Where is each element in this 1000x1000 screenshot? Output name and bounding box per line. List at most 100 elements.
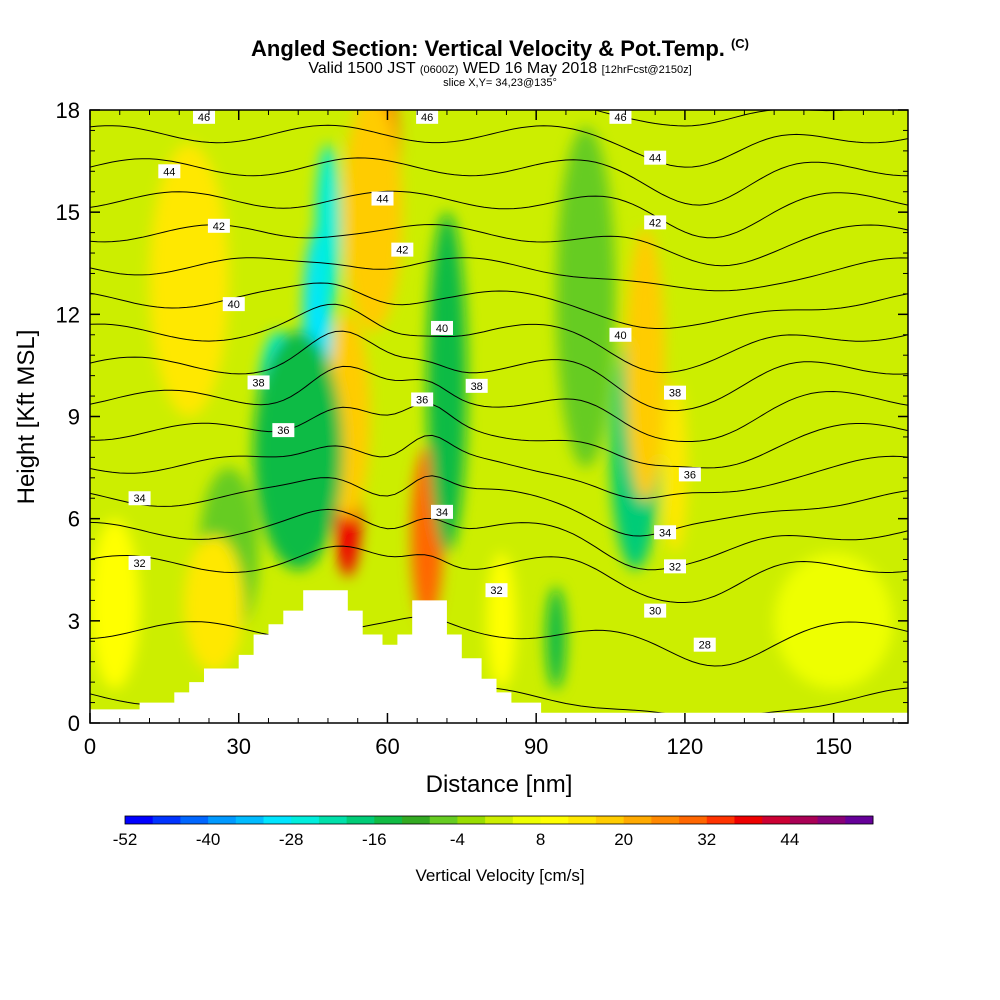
contour-label-text: 46 [198,112,210,124]
colorbar-swatch [152,816,181,824]
contour-label: 32 [485,583,508,598]
contour-label-text: 32 [133,558,145,570]
contour-label-text: 44 [376,194,388,206]
isentrope-line [90,365,908,442]
velocity-cell [427,212,467,553]
velocity-cell [546,586,566,689]
colorbar-swatch [346,816,375,824]
colorbar-swatch [318,816,348,824]
isentrope-line [90,545,908,603]
colorbar-swatch [208,816,237,824]
colorbar-swatch [512,816,542,824]
colorbar-tick-label: 32 [697,830,716,849]
contour-label: 44 [158,164,181,179]
y-tick-label: 0 [68,711,80,736]
colorbar-swatch [623,816,652,824]
contour-label: 38 [465,378,488,393]
colorbar-swatch [706,816,735,824]
contour-label-text: 40 [614,330,626,342]
colorbar-tick-label: -40 [196,830,221,849]
contour-label: 42 [391,242,414,257]
colorbar-swatch [817,816,846,824]
y-tick-label: 9 [68,405,80,430]
colorbar-swatch [180,816,209,824]
y-tick-label: 18 [56,98,80,123]
isentrope-line [90,475,908,537]
isentrope-line [90,616,908,667]
colorbar-swatch [762,816,791,824]
isentrope-line [90,402,908,469]
isentrope-line [90,434,908,500]
velocity-cell [315,144,341,315]
terrain [90,590,908,723]
contour-label-text: 44 [649,153,661,165]
isentrope-line [90,124,908,168]
contour-label: 38 [663,385,686,400]
contour-label-text: 42 [649,217,661,229]
velocity-cell [486,552,517,689]
chart-title-units: (C) [730,36,749,51]
slice-info: slice X,Y= 34,23@135° [443,77,557,89]
contour-label-text: 44 [163,166,175,178]
velocity-cell [625,229,666,502]
velocity-cell [556,127,616,468]
y-axis-label: Height [Kft MSL] [13,330,40,505]
contour-label-text: 46 [614,112,626,124]
contour-label-text: 40 [436,323,448,335]
contour-label-text: 30 [649,606,661,618]
colorbar-swatch [429,816,458,824]
colorbar-swatch [235,816,265,824]
colorbar-swatch [402,816,431,824]
contour-label-text: 28 [699,640,711,652]
colorbar-swatch [595,816,625,824]
contour-label-text: 32 [490,585,502,597]
terrain-mask [90,590,908,723]
valid-date: WED 16 May 2018 [462,60,598,77]
contour-label-text: 40 [228,299,240,311]
colorbar-tick-label: -52 [113,830,138,849]
contour-label-text: 36 [684,469,696,481]
isentrope-line [90,303,908,374]
contour-label-text: 38 [252,377,264,389]
chart-subtitle: Valid 1500 JST (0600Z) WED 16 May 2018 [… [0,60,1000,78]
x-tick-label: 30 [226,734,250,759]
contour-label: 42 [644,215,667,230]
contour-label: 34 [430,504,453,519]
colorbar-swatch [291,816,320,824]
x-tick-label: 90 [524,734,548,759]
isentrope-line [90,508,908,571]
contour-label: 40 [222,297,245,312]
contour-label-text: 38 [471,381,483,393]
y-tick-label: 15 [56,200,80,225]
contour-label: 46 [609,110,632,124]
y-tick-label: 6 [68,507,80,532]
velocity-field [90,110,908,723]
colorbar-swatch [540,816,569,824]
velocity-cell [149,144,229,417]
contour-label-text: 46 [421,112,433,124]
isentrope-line [90,157,908,206]
velocity-cell [774,552,894,689]
x-tick-label: 120 [667,734,704,759]
velocity-cell [90,518,140,689]
velocity-cell [342,110,403,332]
colorbar-swatch [734,816,763,824]
isentrope-line [90,257,908,292]
isentrope-line [90,330,908,412]
contour-label: 34 [654,525,677,540]
velocity-cell [662,382,688,553]
colorbar-tick-label: -4 [450,830,465,849]
contour-label: 44 [644,150,667,165]
x-tick-label: 150 [815,734,852,759]
contour-label: 40 [609,327,632,342]
contour-label: 46 [193,110,216,124]
colorbar-swatch [457,816,486,824]
colorbar-tick-label: -28 [279,830,304,849]
contour-label: 34 [128,491,151,506]
colorbar-tick-label: 20 [614,830,633,849]
colorbar-swatch [568,816,597,824]
contour-label: 36 [272,423,295,438]
colorbar-swatch [263,816,292,824]
colorbar: -52 -40 -28 -16 -4 8 20 32 44 [113,815,874,849]
